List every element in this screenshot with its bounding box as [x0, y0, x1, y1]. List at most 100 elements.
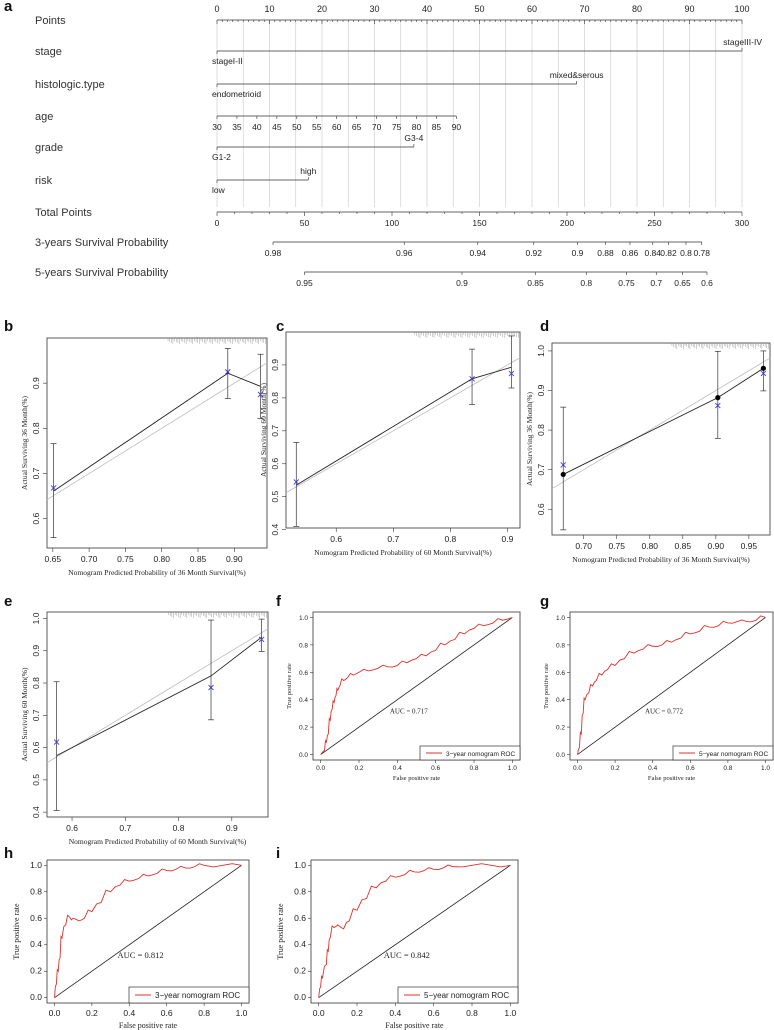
x-axis-label: False positive rate [648, 775, 695, 782]
observed-marker [760, 370, 767, 377]
chance-diagonal [320, 617, 513, 755]
x-tick-label: 0.7 [387, 534, 399, 544]
probability-tick-label: 0.94 [469, 248, 486, 258]
probability-tick-label: 0.88 [597, 248, 614, 258]
x-axis-label: Nomogram Predicted Probability of 36 Mon… [572, 555, 750, 564]
y-tick-label: 0.7 [31, 709, 41, 721]
calibration-point [560, 471, 566, 478]
observed-marker [714, 402, 721, 409]
x-tick-label: 0.9 [226, 823, 238, 833]
factor-level-label: G3-4 [404, 133, 423, 143]
x-tick-label: 0.8 [466, 1008, 478, 1018]
x-axis-label: False positive rate [119, 1021, 178, 1030]
calibration-line [296, 366, 512, 486]
factor-level-label: low [212, 185, 226, 195]
y-tick-label: 1.0 [294, 860, 306, 870]
x-tick-label: 0.90 [226, 554, 243, 564]
observed-marker [53, 739, 60, 745]
y-tick-label: 0.8 [294, 886, 306, 896]
age-tick-label: 75 [392, 122, 402, 132]
total-tick-label: 100 [385, 218, 399, 228]
x-tick-label: 1.0 [236, 1008, 248, 1018]
panel-letter-i: i [276, 845, 280, 862]
probability-tick-label: 0.8 [580, 278, 592, 288]
chance-diagonal [577, 617, 766, 755]
calibration-point [760, 365, 766, 371]
age-tick-label: 30 [212, 122, 222, 132]
y-axis-label: Actual Surviving 36 Month(%) [525, 392, 534, 486]
age-tick-label: 60 [332, 122, 342, 132]
roc-curve [320, 617, 513, 755]
calibration-panel-b: 0.65 0.70 0.75 0.80 0.85 0.90 0.6 0.7 0.8 0.9 Nomo… [20, 337, 268, 577]
y-tick-label: 0.8 [270, 392, 280, 404]
probability-tick-label: 0.7 [650, 278, 662, 288]
factor-level-label: endometrioid [212, 89, 261, 99]
y-tick-label: 0.6 [536, 503, 546, 515]
points-tick-label: 40 [422, 4, 432, 14]
y-axis-label: Actual Surviving 36 Month(%) [20, 396, 29, 490]
roc-panel-i: 0.0 0.2 0.4 0.6 0.8 1.0 0.0 0.2 0.4 0.6 0.8 1.0 Fals… [276, 859, 519, 1030]
points-tick-label: 50 [474, 4, 484, 14]
x-tick-label: 0.80 [641, 541, 658, 551]
nomogram-row-label: grade [35, 142, 63, 154]
panel-letter-g: g [540, 593, 549, 610]
nomogram-row-label: age [35, 111, 53, 123]
x-tick-label: 0.85 [675, 541, 692, 551]
probability-tick-label: 0.9 [456, 278, 468, 288]
age-tick-label: 80 [412, 122, 422, 132]
points-tick-label: 30 [369, 4, 379, 14]
roc-curve [54, 863, 242, 998]
nomogram-row-label: histologic.type [35, 79, 105, 91]
x-tick-label: 0.2 [354, 765, 363, 772]
x-axis-label: False positive rate [385, 1021, 444, 1030]
probability-tick-label: 0.8 [680, 248, 692, 258]
y-tick-label: 0.6 [299, 670, 308, 677]
age-tick-label: 55 [312, 122, 322, 132]
points-tick-label: 20 [317, 4, 327, 14]
probability-tick-label: 0.6 [701, 278, 713, 288]
observed-marker [257, 391, 264, 398]
y-tick-label: 0.4 [299, 697, 308, 704]
nomogram-row-label: 5-years Survival Probability [35, 267, 169, 279]
y-axis-label: Actual Surviving 60 Month(%) [20, 667, 29, 761]
x-tick-label: 1.0 [508, 765, 517, 772]
x-tick-label: 0.80 [153, 554, 170, 564]
x-tick-label: 1.0 [504, 1008, 516, 1018]
y-tick-label: 0.9 [270, 359, 280, 371]
plot-frame [569, 611, 774, 761]
y-axis-label: True positive rate [286, 663, 293, 709]
probability-tick-label: 0.92 [525, 248, 542, 258]
legend-label: 5−year nomogram ROC [699, 751, 768, 758]
y-tick-label: 0.8 [536, 424, 546, 436]
x-axis-label: Nomogram Predicted Probability of 60 Mon… [69, 837, 247, 846]
y-tick-label: 0.9 [31, 645, 41, 657]
x-tick-label: 0.6 [686, 765, 695, 772]
x-tick-label: 0.6 [431, 765, 440, 772]
total-tick-label: 200 [560, 218, 574, 228]
observed-marker [258, 636, 265, 643]
y-tick-label: 0.6 [31, 512, 41, 524]
ideal-line [551, 357, 771, 490]
x-tick-label: 0.65 [45, 554, 62, 564]
probability-tick-label: 0.9 [572, 248, 584, 258]
age-tick-label: 65 [352, 122, 362, 132]
total-tick-label: 0 [215, 218, 220, 228]
calibration-point [715, 395, 721, 401]
panel-letter-c: c [276, 318, 284, 335]
legend-label: 5−year nomogram ROC [424, 991, 509, 1000]
y-tick-label: 0.0 [294, 992, 306, 1002]
age-tick-label: 50 [292, 122, 302, 132]
x-tick-label: 0.75 [117, 554, 134, 564]
x-tick-label: 0.7 [119, 823, 131, 833]
panel-letter-h: h [4, 845, 13, 862]
legend-box [128, 986, 250, 1004]
x-tick-label: 0.4 [648, 765, 657, 772]
y-tick-label: 0.4 [294, 939, 306, 949]
x-tick-label: 0.8 [173, 823, 185, 833]
roc-panel-f: 0.0 0.2 0.4 0.6 0.8 1.0 0.0 0.2 0.4 0.6 0.8 1.0 Fals… [286, 611, 521, 782]
auc-annotation: AUC = 0.812 [117, 950, 163, 960]
nomogram-row-label: Points [35, 15, 66, 27]
roc-curve [318, 863, 511, 998]
observed-marker [508, 370, 515, 377]
